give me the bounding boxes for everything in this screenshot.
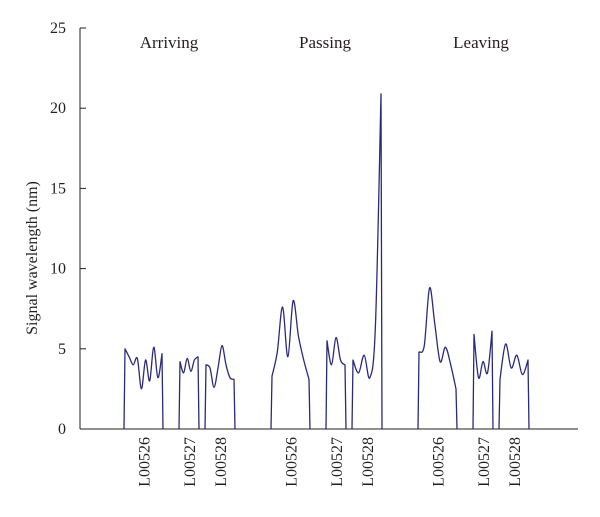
category-label: L00527 [182,437,199,487]
category-label: L00526 [284,437,301,487]
signal-segment-passing-l00527 [325,336,347,430]
y-tick-label: 20 [50,100,66,117]
category-label: L00528 [360,437,377,487]
signal-segment-arriving-l00526 [123,346,164,430]
signal-segment-leaving-l00526 [417,287,458,430]
signal-segment-passing-l00526 [270,300,311,430]
y-tick-label: 10 [50,261,66,278]
y-tick-label: 0 [58,421,66,438]
category-labels: L00526 L00527 L00528 L00526 L00527 L00528 L005… [137,437,525,487]
group-label: Arriving [140,33,199,52]
y-tick-label: 25 [50,20,66,37]
signal-segment-passing-l00528 [351,93,383,430]
category-label: L00528 [213,437,230,487]
signal-segment-arriving-l00528 [204,344,236,430]
y-axis: 0 5 10 15 20 25 [50,20,86,438]
y-tick-label: 15 [50,180,66,197]
signal-series [123,93,530,430]
category-label: L00527 [476,437,493,487]
category-label: L00526 [431,437,448,487]
y-tick-label: 5 [58,341,66,358]
signal-segment-leaving-l00527 [472,330,494,430]
category-label: L00526 [137,437,154,487]
group-label: Leaving [453,33,509,52]
y-axis-title: Signal wavelength (nm) [24,181,41,335]
group-label: Passing [299,33,351,52]
category-label: L00527 [329,437,346,487]
signal-segment-leaving-l00528 [498,343,530,430]
group-labels: Arriving Passing Leaving [140,33,510,52]
category-label: L00528 [507,437,524,487]
signal-segment-arriving-l00527 [178,356,200,430]
